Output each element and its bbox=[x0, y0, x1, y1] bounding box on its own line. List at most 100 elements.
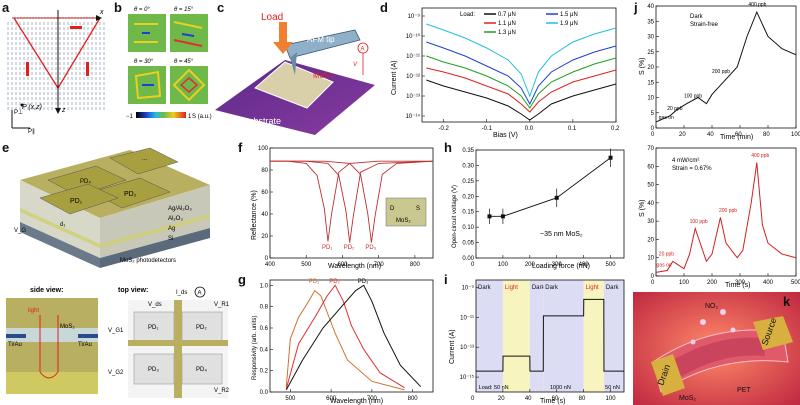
x-tick-label: 40 bbox=[707, 132, 714, 138]
map-theta-15 bbox=[170, 14, 208, 52]
region-band bbox=[543, 280, 584, 392]
panel-f: f Reflectance (%) Wavelength (nm) D S Mo… bbox=[238, 140, 438, 270]
d1-label: d₁ bbox=[60, 222, 65, 228]
legend-entry: 1.9 μN bbox=[560, 21, 578, 27]
x-tick-label: 300 bbox=[735, 280, 746, 286]
j-bottom-annotation: 200 ppb bbox=[719, 208, 737, 214]
y-tick-label: 70 bbox=[647, 146, 654, 152]
y-tick-label: 40 bbox=[647, 4, 654, 10]
load-label: 1000 nN bbox=[550, 385, 571, 391]
j-bottom-cond2: Strain = 0.67% bbox=[672, 166, 712, 172]
photodetectors-label: MoS₂ photodetectors bbox=[120, 258, 176, 264]
map-theta-45 bbox=[170, 66, 208, 104]
top-pd3: PD₃ bbox=[148, 367, 159, 373]
j-top-annotation: 400 ppb bbox=[748, 2, 766, 8]
panel-b: b θ = 0° θ = 15° θ = 30° θ = 45° bbox=[112, 0, 212, 135]
f-inset-d: D bbox=[390, 206, 395, 212]
side-view-title: side view: bbox=[30, 287, 63, 294]
x-tick-label: 600 bbox=[326, 396, 337, 402]
y-tick-label: 10 bbox=[647, 96, 654, 102]
panel-c: c Load AFM tip MoS₂ Pt substrate A V bbox=[215, 0, 375, 135]
region-band bbox=[583, 280, 604, 392]
layer-si: Si bbox=[168, 236, 173, 242]
series-line-3 bbox=[426, 41, 617, 106]
pd1-label: PD₁ bbox=[70, 198, 83, 205]
j-top-ylabel: S (%) bbox=[639, 58, 646, 76]
region-label: Dark bbox=[545, 285, 559, 291]
colorbar-min: −1 bbox=[126, 114, 134, 120]
afm-tip bbox=[290, 52, 297, 75]
x-tick-label: 20 bbox=[679, 132, 686, 138]
pd2-label: PD₂ bbox=[124, 191, 137, 198]
panel-h: h Open-circuit voltage (V) Loading force… bbox=[440, 140, 630, 270]
afm-setup-illustration: Load AFM tip MoS₂ Pt substrate A V bbox=[215, 12, 375, 135]
y-tick-label: 0.20 bbox=[462, 194, 474, 200]
j-bottom-annotation: 20 ppb bbox=[659, 252, 675, 258]
plot-frame bbox=[269, 147, 434, 259]
x-tick-label: 500 bbox=[301, 262, 312, 268]
series-line-0 bbox=[655, 162, 797, 273]
y-tick-label: 0.05 bbox=[462, 241, 474, 247]
f-inset-s: S bbox=[416, 206, 420, 212]
x-tick-label: 0 bbox=[651, 132, 655, 138]
j-bottom-cond1: 4 mW/cm² bbox=[672, 158, 699, 164]
plot-frame bbox=[421, 7, 617, 123]
chart-g: Responsivity (arb. units) Wavelength (nm… bbox=[252, 279, 434, 405]
g-pd-label: PD₁ bbox=[309, 279, 319, 285]
ids-label: I_ds bbox=[176, 290, 187, 296]
y-tick-label: 10⁻¹³ bbox=[406, 94, 420, 100]
mos2-sheet bbox=[673, 337, 765, 378]
j-top-annotation: 100 ppb bbox=[684, 94, 702, 100]
x-tick-label: 800 bbox=[408, 396, 419, 402]
y-tick-label: 30 bbox=[647, 219, 654, 225]
x-tick-label: 20 bbox=[498, 396, 505, 402]
vr2-label: V_R2 bbox=[214, 388, 230, 394]
y-tick-label: 60 bbox=[261, 190, 268, 196]
mos2-flake bbox=[254, 61, 334, 109]
afm-cantilever bbox=[284, 29, 361, 59]
y-tick-label: 100 bbox=[258, 146, 269, 152]
y-tick-label: 10⁻¹⁰ bbox=[406, 33, 421, 40]
load-label: Load bbox=[261, 12, 283, 23]
h-annotation: ~35 nm MoS₂ bbox=[540, 231, 583, 238]
panel-label-g: g bbox=[238, 272, 246, 287]
angle-label-0: θ = 0° bbox=[134, 7, 150, 13]
region-label: Light bbox=[586, 285, 599, 291]
pd1-tile bbox=[39, 183, 119, 215]
y-tick-label: 20 bbox=[647, 237, 654, 243]
y-tick-label: 20 bbox=[647, 65, 654, 71]
d-xlabel: Bias (V) bbox=[493, 132, 518, 139]
y-tick-label: 0.00 bbox=[462, 256, 474, 262]
source-electrode bbox=[753, 316, 793, 350]
j-bottom-ylabel: S (%) bbox=[639, 200, 646, 218]
chart-j-bottom: S (%) Time (s) 4 mW/cm² Strain = 0.67% 0… bbox=[639, 146, 800, 289]
y-tick-label: 0.35 bbox=[462, 148, 474, 154]
flexible-sensor-illustration: k NO₂ Source Drain MoS₂ PET bbox=[633, 292, 800, 405]
x-tick-label: -0.1 bbox=[482, 126, 493, 132]
angle-label-30: θ = 30° bbox=[134, 59, 154, 65]
y-tick-label: 0 bbox=[651, 274, 655, 280]
light-label: light bbox=[28, 308, 39, 314]
f-ylabel: Reflectance (%) bbox=[251, 190, 258, 240]
j-bottom-annotation: 100 ppb bbox=[690, 219, 708, 225]
y-tick-label: 30 bbox=[647, 35, 654, 41]
x-tick-label: -0.2 bbox=[439, 126, 450, 132]
f-inset-mos2: MoS₂ bbox=[396, 218, 411, 224]
colorbar bbox=[136, 112, 186, 118]
y-tick-label: 50 bbox=[647, 183, 654, 189]
substrate-label: Pt substrate bbox=[233, 116, 281, 126]
device-schematic: PD₄ PD₂ PD₁ ... Ag/Al₂O₃ Al₂O₃ Ag Si d₁ … bbox=[6, 147, 230, 398]
i-xlabel: Time (s) bbox=[540, 398, 565, 405]
y-tick-label: 10⁻¹¹ bbox=[406, 54, 420, 60]
x-tick-label: 500 bbox=[285, 396, 296, 402]
y-tick-label: 0.2 bbox=[260, 369, 269, 375]
h-ylabel: Open-circuit voltage (V) bbox=[452, 185, 458, 248]
mos2-label: MoS₂ bbox=[313, 71, 333, 80]
y-tick-label: 0.10 bbox=[462, 225, 474, 231]
layer-ag: Ag bbox=[168, 226, 175, 232]
x-tick-label: 0 bbox=[651, 280, 655, 286]
axis-z-label: z bbox=[61, 107, 66, 114]
colorbar-unit: S (a.u.) bbox=[192, 114, 212, 120]
j-bottom-annotation: 400 ppb bbox=[751, 153, 769, 159]
series-line-2 bbox=[285, 284, 422, 391]
